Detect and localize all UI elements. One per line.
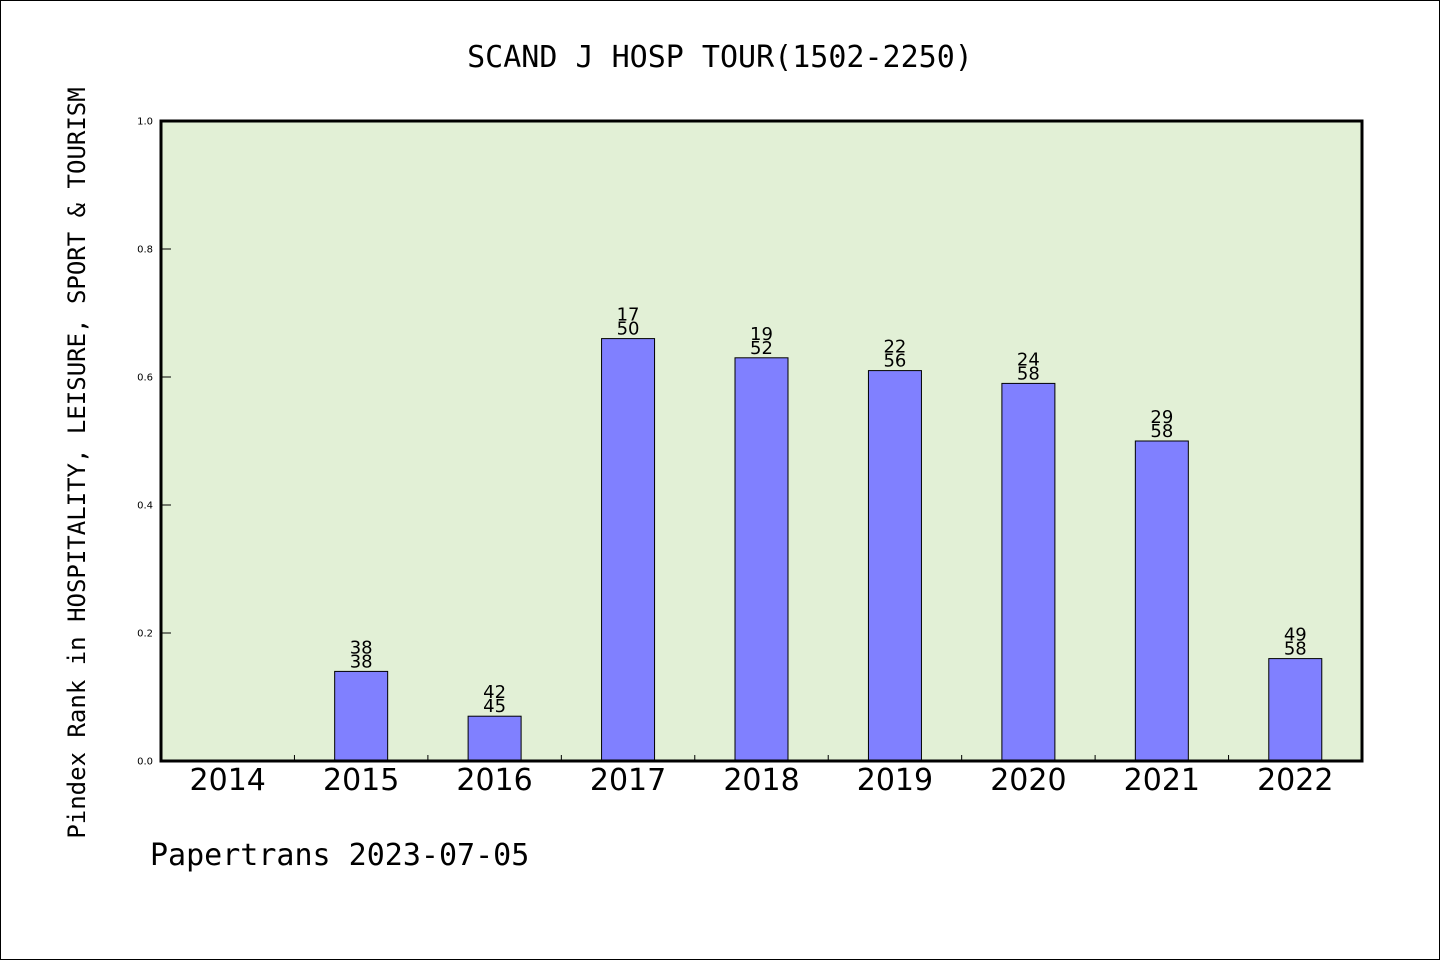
y-tick-label: 0.8 [137, 245, 153, 256]
y-axis-label: Pindex Rank in HOSPITALITY, LEISURE, SPO… [63, 87, 91, 838]
data-label-rank: 19 [750, 324, 773, 345]
x-tick-label: 2018 [723, 763, 799, 798]
data-label-rank: 49 [1284, 625, 1307, 646]
bar [1134, 440, 1189, 762]
data-label-rank: 29 [1150, 407, 1173, 428]
data-label-rank: 22 [883, 337, 906, 358]
y-tick-label: 0.0 [137, 757, 153, 768]
data-label-rank: 24 [1017, 349, 1040, 370]
y-tick-label: 0.2 [137, 629, 153, 640]
bar [334, 670, 389, 762]
data-label-total: 58 [1150, 421, 1173, 442]
bars-group [334, 338, 1323, 762]
data-label-total: 38 [350, 651, 373, 672]
x-tick-label: 2014 [190, 763, 266, 798]
footer-text: Papertrans 2023-07-05 [150, 838, 529, 873]
plot-frame [159, 119, 1364, 763]
bar [734, 357, 789, 762]
data-label-total: 58 [1284, 639, 1307, 660]
data-label-total: 50 [617, 319, 640, 340]
chart-title: SCAND J HOSP TOUR(1502-2250) [467, 40, 973, 75]
bar [467, 715, 522, 762]
data-label-rank: 38 [350, 637, 373, 658]
y-tick-label: 0.6 [137, 373, 153, 384]
data-label-rank: 42 [483, 682, 506, 703]
bar [1268, 658, 1323, 762]
x-tick-label: 2020 [990, 763, 1066, 798]
x-tick-label: 2016 [456, 763, 532, 798]
x-tick-label: 2017 [590, 763, 666, 798]
y-tick-label: 0.4 [137, 501, 153, 512]
x-tick-label: 2015 [323, 763, 399, 798]
data-label-total: 52 [750, 338, 773, 359]
data-label-total: 58 [1017, 363, 1040, 384]
x-tick-label: 2019 [857, 763, 933, 798]
bar [1001, 382, 1056, 762]
x-tick-label: 2021 [1124, 763, 1200, 798]
data-label-rank: 17 [617, 305, 640, 326]
data-label-total: 45 [483, 696, 506, 717]
x-axis-ticks: 2014 2015 2016 2017 2018 2019 2020 2021 2022 [190, 755, 1333, 798]
y-tick-label: 1.0 [137, 117, 153, 128]
data-label-total: 56 [883, 351, 906, 372]
x-tick-label: 2022 [1257, 763, 1333, 798]
bar [867, 370, 922, 762]
bar [601, 338, 656, 762]
